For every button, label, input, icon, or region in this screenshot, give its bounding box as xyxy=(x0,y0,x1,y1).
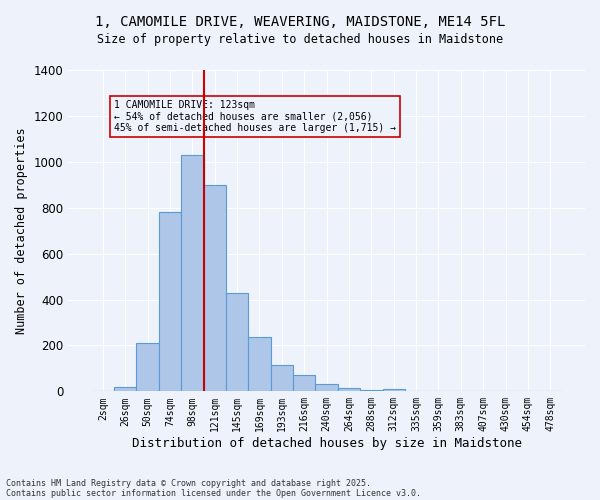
Bar xyxy=(226,292,248,392)
Bar xyxy=(271,365,293,392)
Bar xyxy=(316,384,338,392)
Text: 1 CAMOMILE DRIVE: 123sqm
← 54% of detached houses are smaller (2,056)
45% of sem: 1 CAMOMILE DRIVE: 123sqm ← 54% of detach… xyxy=(114,100,396,133)
Bar xyxy=(203,185,226,392)
Bar xyxy=(383,389,405,392)
Bar xyxy=(136,343,159,392)
Text: Contains public sector information licensed under the Open Government Licence v3: Contains public sector information licen… xyxy=(6,488,421,498)
Bar xyxy=(248,338,271,392)
X-axis label: Distribution of detached houses by size in Maidstone: Distribution of detached houses by size … xyxy=(131,437,521,450)
Bar xyxy=(159,212,181,392)
Text: 1, CAMOMILE DRIVE, WEAVERING, MAIDSTONE, ME14 5FL: 1, CAMOMILE DRIVE, WEAVERING, MAIDSTONE,… xyxy=(95,15,505,29)
Bar xyxy=(114,386,136,392)
Y-axis label: Number of detached properties: Number of detached properties xyxy=(15,128,28,334)
Text: Size of property relative to detached houses in Maidstone: Size of property relative to detached ho… xyxy=(97,32,503,46)
Bar xyxy=(293,376,316,392)
Text: Contains HM Land Registry data © Crown copyright and database right 2025.: Contains HM Land Registry data © Crown c… xyxy=(6,478,371,488)
Bar xyxy=(181,155,203,392)
Bar xyxy=(360,390,383,392)
Bar xyxy=(338,388,360,392)
